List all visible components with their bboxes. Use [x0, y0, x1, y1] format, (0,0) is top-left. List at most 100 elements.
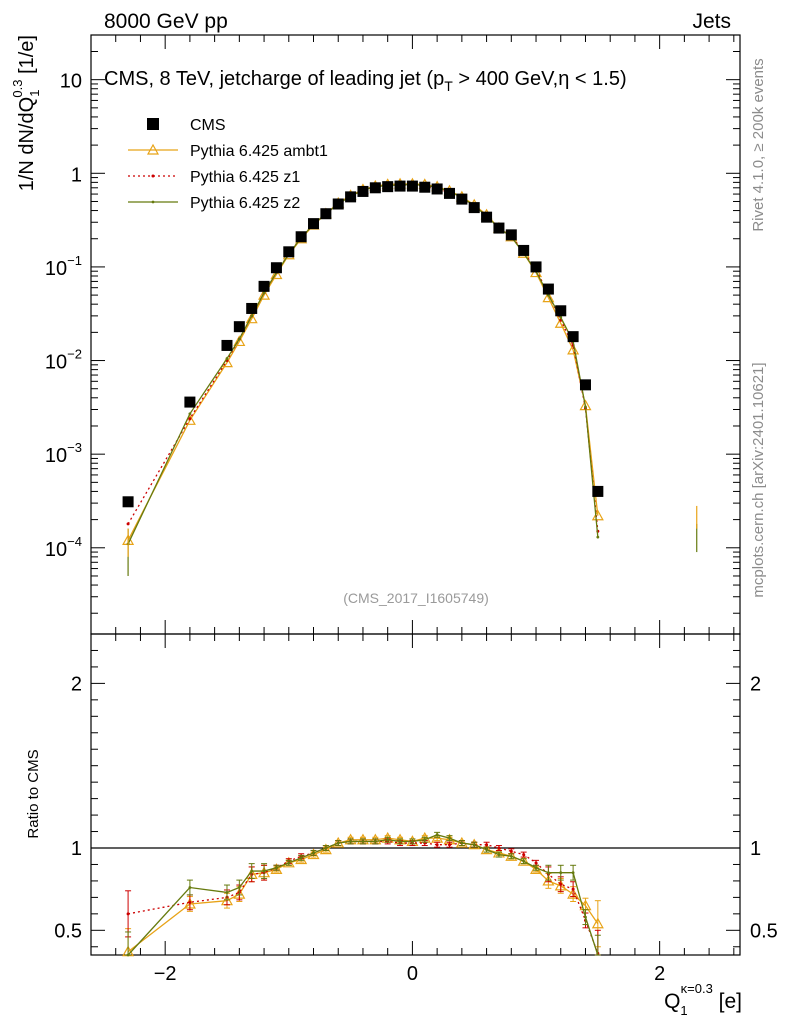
x-tick-label: 2 [654, 963, 665, 985]
ambt1-line [127, 183, 599, 541]
z2-ratio-line [127, 834, 599, 956]
z1-marker [534, 861, 538, 865]
ratio-tick-label-left: 0.5 [54, 920, 82, 942]
z2-marker [596, 535, 600, 539]
y-axis-label: 1/N dN/dQ10.3 [1/e] [10, 35, 42, 191]
z1-line [127, 184, 599, 532]
x-tick-labels: −2 0 2 [154, 963, 665, 985]
legend: CMS Pythia 6.425 ambt1 Pythia 6.425 z1 Pyth… [128, 117, 328, 212]
z1-marker [497, 846, 501, 850]
header-energy-label: 8000 GeV pp [104, 10, 228, 33]
z2-marker [559, 315, 563, 319]
z1-marker [188, 417, 192, 421]
x-axis-label-main: Q [664, 990, 680, 1013]
ratio-tick-label-right: 2 [750, 673, 761, 695]
z2-marker [460, 841, 464, 845]
cms-data-point [283, 246, 295, 258]
z2-marker [497, 853, 501, 856]
cms-data-point [308, 218, 320, 230]
rivet-version-label: Rivet 4.1.0, ≥ 200k events [750, 58, 767, 231]
cms-data-point [530, 261, 542, 273]
ambt1-marker [146, 143, 160, 155]
z2-marker [336, 841, 340, 845]
cms-data-point [122, 496, 134, 508]
cms-data-point [345, 191, 357, 203]
x-tick-label: 0 [407, 963, 418, 985]
z2-marker [262, 869, 266, 873]
cms-data-point [233, 321, 245, 333]
cms-data-point [518, 244, 530, 256]
cms-data-point [258, 280, 270, 292]
ratio-panel-frame [90, 633, 741, 956]
z2-marker [262, 291, 266, 295]
x-axis-label-sub: 1 [680, 1003, 687, 1018]
legend-label-z1: Pythia 6.425 z1 [190, 169, 300, 186]
y-tick-label-exp: −2 [67, 347, 82, 362]
z1-marker [126, 522, 130, 526]
ambt1-marker [233, 335, 246, 347]
z2-marker [398, 840, 402, 843]
z1-ratio-line [127, 840, 599, 954]
z2-marker [349, 840, 352, 843]
z2-marker [571, 871, 575, 875]
ratio-axis-label: Ratio to CMS [25, 749, 42, 838]
y-tick-label-exp: −4 [67, 534, 82, 549]
z1-marker [509, 849, 513, 853]
z1-marker [188, 900, 192, 904]
ratio-tick-label-right: 1 [750, 838, 761, 860]
y-axis-label-main: 1/N dN/dQ [16, 97, 38, 191]
z1-marker [435, 843, 439, 847]
z2-marker [472, 843, 476, 847]
z2-marker [250, 869, 254, 873]
z2-marker [237, 337, 241, 341]
ambt1-marker [258, 288, 271, 300]
cms-data-point [431, 183, 443, 195]
z2-marker [559, 871, 563, 875]
z1-marker [522, 853, 526, 857]
y-axis-label-sup: 0.3 [10, 79, 25, 97]
ambt1-marker [245, 312, 258, 324]
z1-marker [571, 887, 575, 891]
cms-data-point [246, 302, 258, 314]
main-panel-frame [90, 34, 741, 635]
cms-data-point [270, 262, 282, 274]
cms-data-point [419, 181, 431, 193]
z2-marker [126, 953, 130, 957]
legend-label-ambt1: Pythia 6.425 ambt1 [190, 143, 328, 160]
header-process-label: Jets [692, 10, 731, 33]
z2-marker [188, 886, 192, 889]
y-axis-label-sub: 1 [27, 90, 42, 97]
z2-marker [361, 840, 365, 843]
x-axis-label: Q1 κ=0.3 [e] [664, 981, 742, 1018]
ratio-series-layer [91, 831, 740, 957]
z2-marker [324, 846, 328, 850]
cms-data-point [332, 198, 344, 210]
cms-data-point [406, 180, 418, 192]
z2-marker [509, 854, 513, 858]
y-tick-label: 1 [71, 164, 82, 186]
z2-marker [546, 871, 550, 875]
cms-data-point [493, 222, 505, 234]
z2-marker [151, 200, 155, 204]
y-tick-label-base: 10 [45, 352, 67, 374]
cms-data-point [567, 331, 579, 343]
cms-data-point [394, 180, 406, 192]
chart-title-part-a: CMS, 8 TeV, jetcharge of leading jet (p [104, 68, 444, 90]
ambt1-ratio-line [127, 837, 599, 953]
z2-marker [312, 851, 315, 855]
z1-marker [151, 174, 155, 178]
z2-marker [423, 838, 427, 842]
z2-marker [225, 357, 229, 360]
chart-title-part-b: > 400 GeV, [453, 68, 558, 90]
z2-marker [373, 840, 377, 843]
z2-line [127, 183, 599, 545]
z2-marker [584, 405, 587, 409]
analysis-id: (CMS_2017_I1605749) [343, 590, 489, 606]
z2-marker [435, 833, 439, 837]
z2-marker [225, 891, 229, 894]
z1-marker [485, 843, 489, 847]
chart-title: CMS, 8 TeV, jetcharge of leading jet (pT… [104, 68, 627, 94]
ratio-tick-label-right: 0.5 [750, 920, 778, 942]
